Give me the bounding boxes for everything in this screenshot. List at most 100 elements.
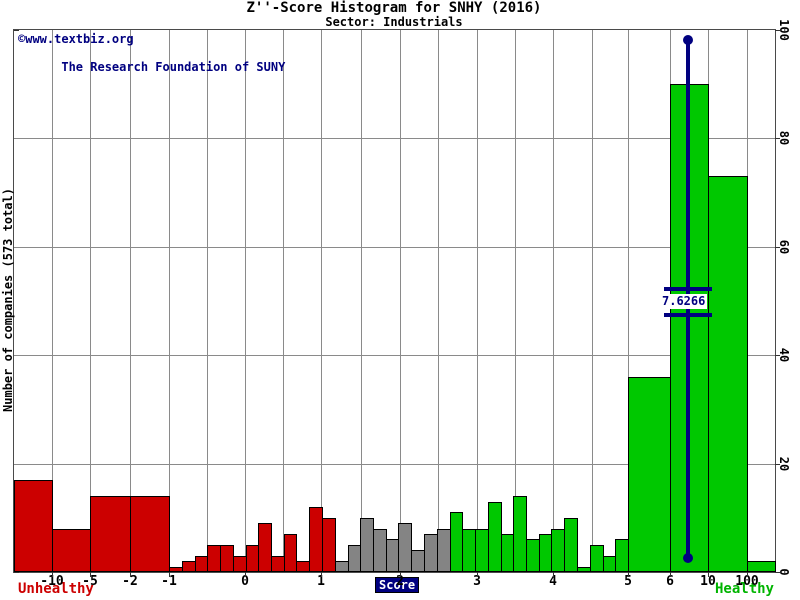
page-title: Z''-Score Histogram for SNHY (2016) [246,0,542,16]
histogram-bar [475,529,489,572]
y-tick-mark [14,30,19,31]
y-tick-mark [775,355,780,356]
histogram-bar [335,561,349,572]
histogram-bar [296,561,310,572]
x-tick-mark [670,572,671,577]
x-tick-mark [169,572,170,577]
x-tick-label: -2 [122,574,138,589]
histogram-bar [437,529,451,572]
histogram-bar [360,518,374,572]
histogram-bar [577,567,591,572]
marker-whisker [664,287,712,291]
x-tick-label: -1 [161,574,177,589]
x-tick-label: 3 [473,574,481,589]
x-tick-label: 100 [735,574,759,589]
histogram-bar [747,561,776,572]
histogram-bar [271,556,285,572]
gridline-vertical [245,30,246,572]
histogram-bar [169,567,183,572]
histogram-bar [411,550,425,572]
histogram-bar [284,534,297,572]
gridline-vertical [361,30,362,572]
histogram-bar [564,518,578,572]
y-tick-mark [775,464,780,465]
histogram-bar [628,377,671,572]
histogram-bar [373,529,387,572]
watermark: ©www.textbiz.org The Research Foundation… [18,32,285,88]
marker-value-label: 7.6266 [660,294,708,309]
y-axis-title: Number of companies (573 total) [1,188,15,412]
x-tick-mark [747,572,748,577]
x-tick-mark [52,572,53,577]
x-tick-mark [245,572,246,577]
gridline-vertical [592,30,593,572]
histogram-bar [462,529,476,572]
histogram-bar [513,496,527,572]
gridline-horizontal [14,355,775,356]
histogram-bar [182,561,196,572]
gridline-vertical [130,30,131,572]
x-tick-mark [321,572,322,577]
plot-area: ©www.textbiz.org The Research Foundation… [13,29,776,573]
histogram-bar [526,539,540,572]
histogram-bar [90,496,131,572]
y-tick-mark [775,138,780,139]
histogram-bar [309,507,323,572]
marker-whisker [664,313,712,317]
histogram-bar [398,523,412,572]
histogram-bar [258,523,272,572]
watermark-line2: The Research Foundation of SUNY [61,60,286,74]
x-axis-label-score: Score [375,577,420,593]
x-tick-mark [477,572,478,577]
histogram-bar [615,539,629,572]
histogram-bar [130,496,170,572]
histogram-bar [233,556,247,572]
gridline-vertical [515,30,516,572]
x-tick-label: -10 [40,574,64,589]
x-tick-label: 5 [624,574,632,589]
x-tick-label: 10 [700,574,716,589]
marker-dot [683,35,693,45]
y-tick-mark [775,247,780,248]
histogram-bar [424,534,438,572]
x-tick-label: 1 [317,574,325,589]
x-tick-mark [708,572,709,577]
unhealthy-label: Unhealthy [18,581,94,597]
y-tick-mark [775,572,780,573]
x-tick-label: 2 [396,574,404,589]
marker-dot [683,553,693,563]
gridline-vertical [90,30,91,572]
x-tick-label: -5 [82,574,98,589]
x-tick-label: 0 [241,574,249,589]
gridline-horizontal [14,247,775,248]
gridline-vertical [438,30,439,572]
histogram-bar [52,529,91,572]
gridline-horizontal [14,138,775,139]
x-tick-mark [628,572,629,577]
gridline-horizontal [14,464,775,465]
histogram-bar [207,545,221,572]
watermark-link[interactable]: ©www.textbiz.org [18,32,134,46]
histogram-bar [551,529,565,572]
gridline-vertical [553,30,554,572]
histogram-bar [220,545,234,572]
gridline-vertical [628,30,629,572]
gridline-vertical [283,30,284,572]
chart-subtitle: Sector: Industrials [325,15,463,29]
gridline-vertical [169,30,170,572]
gridline-vertical [52,30,53,572]
gridline-vertical [207,30,208,572]
healthy-label: Healthy [714,581,774,597]
gridline-vertical [400,30,401,572]
y-tick-mark [775,30,780,31]
histogram-bar [708,176,748,572]
x-tick-label: 4 [549,574,557,589]
x-tick-mark [553,572,554,577]
gridline-vertical [321,30,322,572]
x-tick-mark [130,572,131,577]
histogram-bar [590,545,604,572]
histogram-bar [322,518,336,572]
x-tick-label: 6 [666,574,674,589]
x-tick-mark [90,572,91,577]
